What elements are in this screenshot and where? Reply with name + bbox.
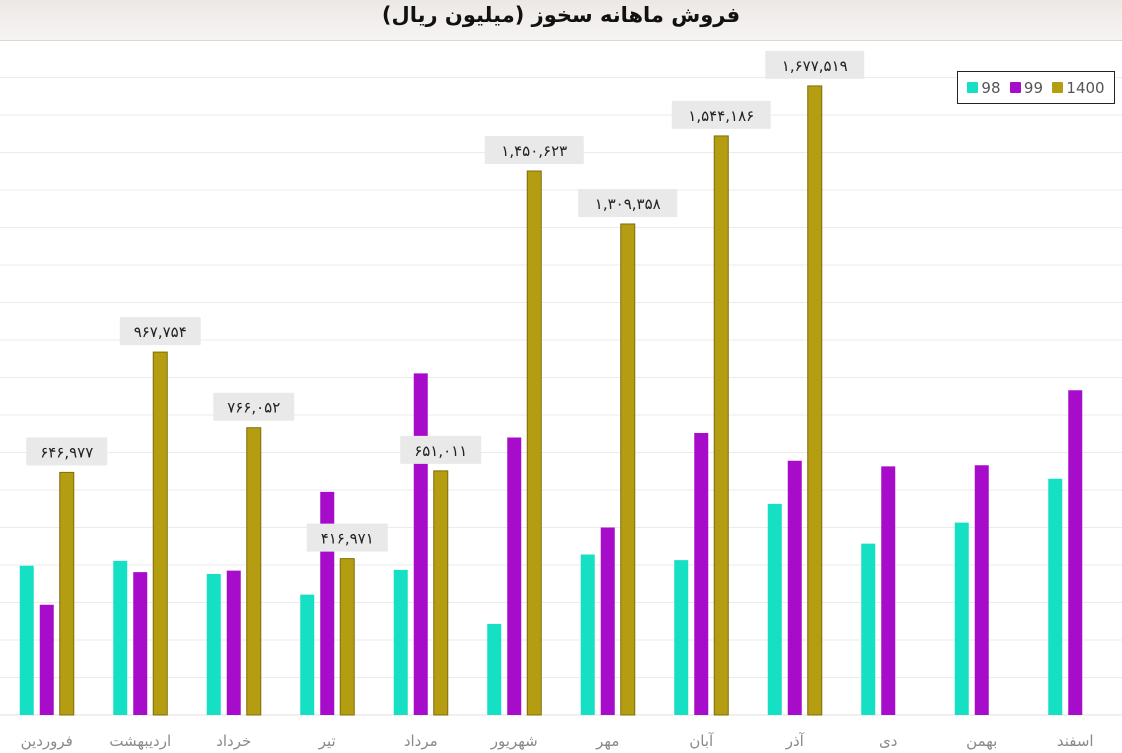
x-tick-label: اردیبهشت	[109, 732, 171, 750]
x-tick-label: شهریور	[490, 732, 538, 750]
bar-1400-1	[59, 471, 75, 716]
bar-99-12	[1068, 390, 1083, 715]
x-tick-label: اسفند	[1057, 732, 1094, 750]
bar-1400-2	[152, 351, 168, 716]
bar-98-10	[861, 543, 876, 715]
bar-99-9	[787, 460, 802, 715]
chart-title: فروش ماهانه سخوز (میلیون ریال)	[381, 3, 741, 27]
legend-label-98: 98	[981, 78, 1001, 97]
bar-98-5	[393, 569, 408, 715]
data-label: ۱,۵۴۴,۱۸۶	[688, 107, 754, 125]
bar-98-8	[674, 560, 689, 715]
data-label-box	[119, 317, 201, 346]
x-tick-label: بهمن	[966, 732, 997, 750]
legend-item-99: 99	[1009, 78, 1043, 97]
data-label: ۶۴۶,۹۷۷	[40, 443, 93, 461]
legend-swatch-99	[1009, 82, 1021, 93]
bar-99-11	[974, 465, 989, 715]
data-label: ۷۶۶,۰۵۲	[227, 399, 280, 417]
bar-1400-4	[339, 558, 355, 716]
chart-title-bar: فروش ماهانه سخوز (میلیون ریال)	[0, 0, 1122, 41]
data-label: ۱,۴۵۰,۶۲۳	[501, 142, 567, 160]
data-label-box	[26, 437, 108, 466]
bar-98-7	[580, 554, 595, 715]
data-label-box	[400, 435, 482, 464]
bar-99-5	[413, 373, 428, 715]
legend-swatch-98	[967, 82, 979, 93]
data-label: ۴۱۶,۹۷۱	[321, 530, 374, 548]
bar-98-1	[19, 565, 34, 715]
bar-98-4	[300, 594, 315, 715]
bar-1400-8	[713, 135, 729, 716]
bar-99-1	[39, 604, 54, 715]
bar-1400-9	[807, 85, 823, 716]
data-label-box	[213, 392, 295, 421]
data-label: ۶۵۱,۰۱۱	[414, 442, 467, 460]
bar-98-9	[767, 503, 782, 715]
data-label: ۹۶۷,۷۵۴	[134, 323, 187, 341]
bar-99-6	[507, 437, 522, 715]
bar-98-11	[954, 522, 969, 715]
bar-98-3	[206, 574, 221, 715]
legend-label-1400: 1400	[1066, 78, 1105, 97]
legend-item-1400: 1400	[1052, 78, 1105, 97]
bar-1400-5	[433, 470, 449, 716]
bar-98-6	[487, 623, 502, 715]
x-tick-label: آبان	[689, 732, 714, 750]
data-label-box	[765, 50, 865, 79]
bar-99-8	[694, 433, 709, 715]
legend-swatch-1400	[1052, 82, 1064, 93]
data-label-box	[578, 188, 678, 217]
bar-99-3	[226, 570, 241, 715]
bar-1400-7	[620, 223, 636, 716]
data-label-box	[671, 100, 771, 129]
bar-98-2	[113, 560, 128, 715]
bar-1400-3	[246, 427, 262, 716]
x-tick-label: خرداد	[216, 732, 251, 750]
x-tick-label: آذر	[785, 732, 805, 750]
bar-99-10	[881, 466, 896, 715]
bar-99-2	[133, 572, 148, 715]
x-tick-label: دی	[879, 732, 897, 750]
bar-98-12	[1048, 478, 1063, 715]
data-label: ۱,۶۷۷,۵۱۹	[782, 57, 848, 75]
bar-99-7	[600, 527, 615, 715]
data-label-box	[306, 523, 388, 552]
legend-item-98: 98	[967, 78, 1001, 97]
x-tick-label: تیر	[318, 732, 336, 750]
data-label-box	[484, 136, 584, 165]
x-tick-label: فروردین	[21, 732, 73, 750]
bar-1400-6	[526, 170, 542, 716]
legend: 98 99 1400	[957, 71, 1115, 104]
legend-label-99: 99	[1023, 78, 1043, 97]
data-label: ۱,۳۰۹,۳۵۸	[595, 195, 661, 213]
x-tick-label: مهر	[595, 732, 619, 750]
x-tick-label: مرداد	[404, 732, 438, 750]
